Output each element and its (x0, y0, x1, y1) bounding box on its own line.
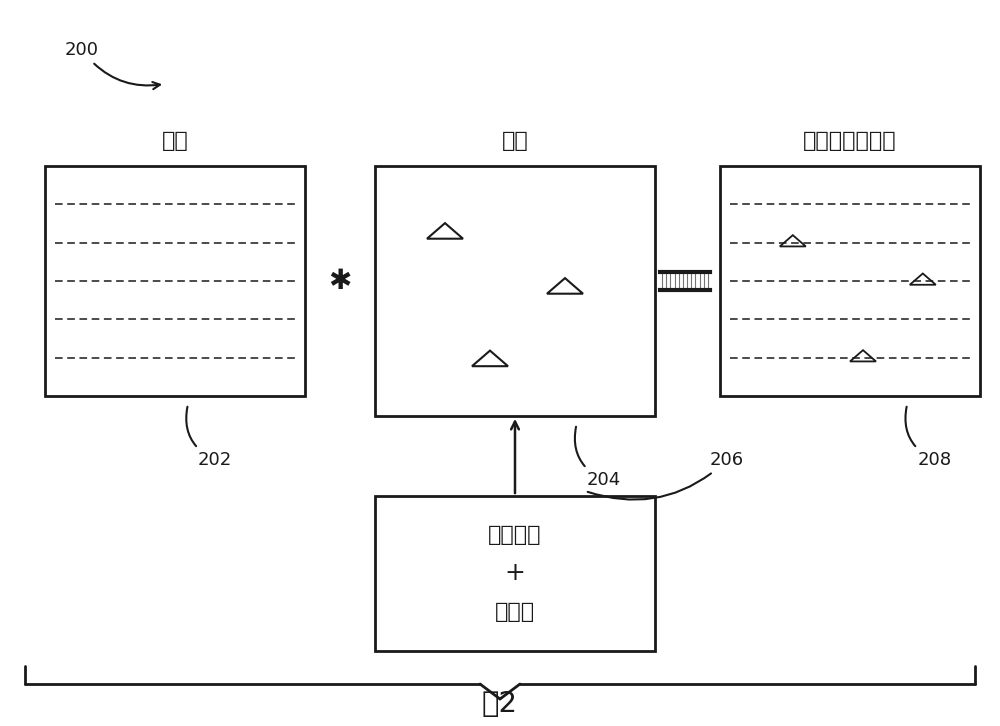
Text: 对象: 对象 (502, 131, 528, 151)
Text: 声道: 声道 (162, 131, 188, 151)
Text: +: + (505, 561, 525, 585)
Bar (720, 166, 980, 396)
Text: 202: 202 (186, 407, 232, 469)
Text: 206: 206 (588, 451, 744, 499)
Bar (45, 166, 305, 396)
Text: ✱: ✱ (328, 267, 352, 295)
Text: 图2: 图2 (482, 690, 518, 718)
Text: 声道数据: 声道数据 (488, 525, 542, 544)
Bar (375, 166, 655, 416)
Bar (375, 496, 655, 651)
Text: 208: 208 (905, 407, 951, 469)
Text: 自适应音频混合: 自适应音频混合 (803, 131, 897, 151)
Text: 204: 204 (575, 427, 621, 489)
Text: 200: 200 (65, 41, 160, 89)
Text: 元数据: 元数据 (495, 603, 535, 622)
